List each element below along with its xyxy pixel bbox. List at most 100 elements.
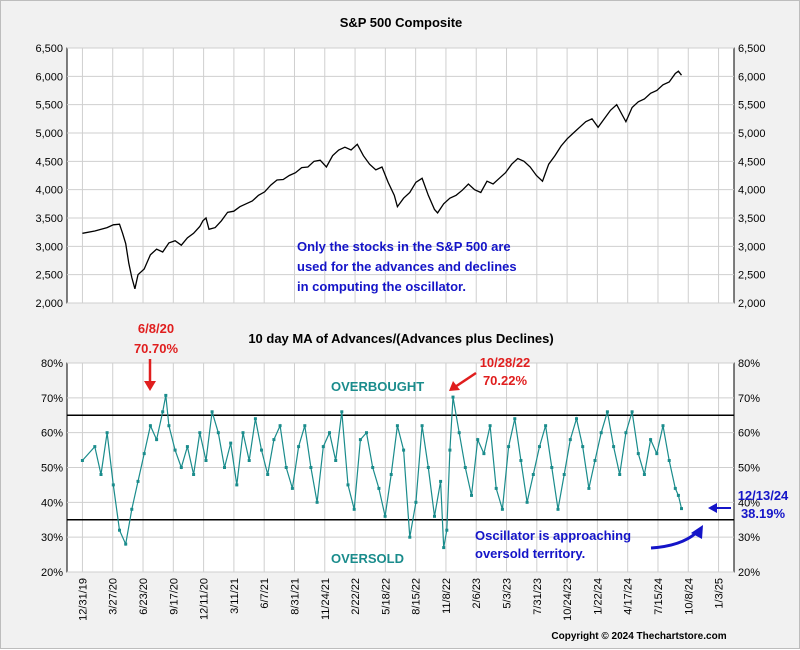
oscillator-point <box>272 438 276 442</box>
oscillator-point <box>531 473 535 476</box>
x-tick-label: 7/15/24 <box>653 578 665 615</box>
bottom-y-tick-label-left: 70% <box>41 393 63 405</box>
top-y-tick-label-left: 2,500 <box>35 270 63 282</box>
bottom-y-tick-label-left: 80% <box>41 358 63 370</box>
oscillator-point <box>229 441 233 445</box>
oscillator-point <box>439 479 443 483</box>
oscillator-point <box>142 452 146 456</box>
oscillator-point <box>118 528 121 532</box>
oscillator-note-arrow <box>650 525 703 550</box>
oscillator-point <box>80 459 84 462</box>
oscillator-point <box>661 424 665 428</box>
oscillator-point <box>266 473 270 476</box>
oscillator-point <box>463 466 467 469</box>
oscillator-point <box>402 448 406 452</box>
oscillator-point <box>414 500 418 504</box>
oscillator-point <box>500 507 504 511</box>
oscillator-point <box>448 448 452 452</box>
oscillator-point <box>303 424 307 428</box>
x-tick-label: 2/6/23 <box>471 578 483 609</box>
oscillator-point <box>676 493 680 497</box>
x-tick-label: 11/24/21 <box>320 578 332 620</box>
oscillator-point <box>290 486 294 490</box>
oscillator-point <box>636 452 640 456</box>
oscillator-point <box>167 424 171 428</box>
oscillator-point <box>575 417 578 421</box>
oscillator-point <box>612 445 616 449</box>
oscillator-point <box>593 459 597 462</box>
oscillator-point <box>130 507 134 511</box>
oscillator-point <box>476 438 480 442</box>
oscillator-point <box>346 483 350 487</box>
oscillator-point <box>111 483 115 487</box>
top-y-tick-label-right: 4,500 <box>738 156 766 168</box>
top-y-tick-label-right: 2,500 <box>738 270 766 282</box>
top-y-axis-left: 2,000 2,500 3,000 3,500 4,000 4,500 5,000 5,500… <box>35 43 63 310</box>
peak1-date-label: 6/8/20 <box>138 321 174 336</box>
oscillator-point <box>278 424 282 428</box>
oscillator-point <box>185 445 189 449</box>
oscillator-point <box>494 486 498 490</box>
bottom-y-tick-label-left: 40% <box>41 497 63 509</box>
copyright-text: Copyright © 2024 Thechartstore.com <box>551 631 726 642</box>
x-tick-label: 1/22/24 <box>592 578 604 615</box>
oscillator-point <box>550 466 554 469</box>
top-note: Only the stocks in the S&P 500 are used … <box>297 239 517 294</box>
bottom-y-tick-label-left: 60% <box>41 428 63 440</box>
x-tick-label: 6/7/21 <box>259 578 271 609</box>
top-y-tick-label-right: 3,500 <box>738 213 766 225</box>
oscillator-point <box>581 445 585 449</box>
oscillator-note-line-1: Oscillator is approaching <box>475 528 631 543</box>
oscillator-point <box>649 438 653 442</box>
bottom-y-tick-label-right: 50% <box>738 463 760 475</box>
oscillator-point <box>544 424 548 428</box>
oscillator-point <box>216 431 220 435</box>
x-tick-label: 6/23/20 <box>138 578 150 615</box>
top-note-line-2: used for the advances and declines <box>297 259 517 274</box>
x-tick-label: 3/11/21 <box>229 578 241 614</box>
oscillator-point <box>173 448 177 452</box>
oscillator-point <box>210 410 214 414</box>
top-y-tick-label-left: 4,500 <box>35 156 63 168</box>
x-tick-label: 8/31/21 <box>289 578 301 615</box>
oscillator-point <box>519 459 523 462</box>
peak2-date-label: 10/28/22 <box>480 355 531 370</box>
oscillator-point <box>470 493 473 497</box>
peak2-value-label: 70.22% <box>483 373 528 388</box>
oscillator-point <box>667 459 671 462</box>
bottom-y-axis-right: 20% 30% 40% 50% 60% 70% 80% <box>738 358 760 579</box>
oscillator-points <box>80 393 683 550</box>
oscillator-point <box>124 542 128 546</box>
top-y-tick-label-right: 3,000 <box>738 241 766 253</box>
oversold-label: OVERSOLD <box>331 551 404 566</box>
bottom-x-axis: 12/31/19 3/27/20 6/23/20 9/17/20 12/11/20 3/1… <box>77 578 725 621</box>
oscillator-point <box>482 452 486 456</box>
sp500-price-line <box>82 70 683 289</box>
top-y-tick-label-left: 5,000 <box>35 128 63 140</box>
oscillator-point <box>93 445 97 449</box>
top-y-tick-label-right: 6,000 <box>738 71 766 83</box>
oscillator-point <box>198 431 202 435</box>
bottom-y-tick-label-right: 80% <box>738 358 760 370</box>
oscillator-note-line-2: oversold territory. <box>475 546 585 561</box>
oscillator-point <box>624 431 628 435</box>
top-y-tick-label-left: 4,000 <box>35 185 63 197</box>
oscillator-point <box>377 486 381 490</box>
top-plot-area <box>66 47 735 304</box>
oscillator-point <box>433 514 436 518</box>
bottom-y-tick-label-right: 20% <box>738 567 760 579</box>
bottom-y-tick-label-right: 40% <box>738 497 760 509</box>
x-tick-label: 7/31/23 <box>532 578 544 615</box>
top-note-line-1: Only the stocks in the S&P 500 are <box>297 239 511 254</box>
top-y-tick-label-left: 3,000 <box>35 241 63 253</box>
oscillator-point <box>247 459 251 462</box>
top-y-tick-label-left: 5,500 <box>35 100 63 112</box>
oscillator-point <box>568 438 572 442</box>
bottom-y-tick-label-left: 30% <box>41 532 63 544</box>
oscillator-point <box>334 459 338 462</box>
bottom-y-axis-left: 20% 30% 40% 50% 60% 70% 80% <box>41 358 63 579</box>
oscillator-point <box>451 395 455 399</box>
oscillator-point <box>442 546 446 550</box>
oscillator-point <box>642 473 646 476</box>
